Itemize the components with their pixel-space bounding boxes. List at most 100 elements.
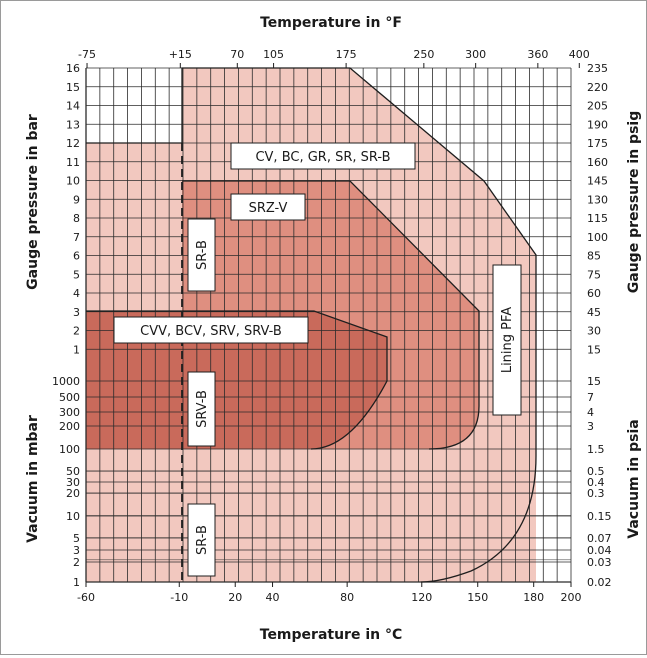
y-bar-tick-label: 12 [66,137,80,150]
left-axis-ticks: 1615141312111098765432110005003002001005… [52,62,80,589]
x-celsius-tick-label: -10 [170,591,188,604]
y-bar-tick-label: 3 [73,306,80,319]
x-celsius-tick-label: 20 [228,591,242,604]
y-psig-tick-label: 45 [587,306,601,319]
label-cvv-bcv-srv-srvb: CVV, BCV, SRV, SRV-B [113,316,309,344]
x-fahrenheit-tick-label: 400 [569,48,590,61]
x-celsius-tick-label: 150 [467,591,488,604]
svg-text:CVV, BCV, SRV, SRV-B: CVV, BCV, SRV, SRV-B [140,324,282,339]
outer-region-outline [86,67,537,583]
bottom-axis-ticks: -60 -10 20 40 80 120 150 180 200 [77,582,582,604]
y-psig-tick-label: 115 [587,212,608,225]
y-psia-tick-label: 3 [587,420,594,433]
y-mbar-tick-label: 2 [73,556,80,569]
y-psig-tick-label: 145 [587,175,608,188]
y-psig-tick-label: 60 [587,287,601,300]
y-bar-tick-label: 9 [73,193,80,206]
vacuum-outline [86,310,388,450]
y-bar-tick-label: 8 [73,212,80,225]
y-mbar-tick-label: 1000 [52,375,80,388]
y-psig-tick-label: 235 [587,62,608,75]
y-psia-tick-label: 0.5 [587,465,605,478]
svg-text:SR-B: SR-B [195,525,210,555]
y-psia-tick-label: 15 [587,375,601,388]
top-axis-title: Temperature in °F [260,15,402,31]
y-psia-tick-label: 0.3 [587,487,605,500]
y-psig-tick-label: 160 [587,156,608,169]
x-celsius-tick-label: 80 [340,591,354,604]
left-lower-axis-title: Vacuum in mbar [25,415,41,543]
y-psig-tick-label: 75 [587,268,601,281]
top-axis-ticks: -75 +15 70 105 175 250 300 360 400 [78,48,590,68]
y-psig-tick-label: 190 [587,118,608,131]
svg-text:SRZ-V: SRZ-V [249,201,288,216]
label-sr-b-lower: SR-B [187,503,216,577]
y-psig-tick-label: 205 [587,100,608,113]
x-celsius-tick-label: 40 [266,591,280,604]
y-mbar-tick-label: 500 [59,391,80,404]
svg-text:SRV-B: SRV-B [195,390,210,428]
y-psig-tick-label: 130 [587,193,608,206]
bottom-axis-title: Temperature in °C [260,627,403,643]
y-psia-tick-label: 0.04 [587,544,612,557]
label-srz-v: SRZ-V [230,193,306,221]
x-celsius-tick-label: 200 [561,591,582,604]
y-psia-tick-label: 0.02 [587,576,612,589]
y-psia-tick-label: 1.5 [587,443,605,456]
y-psig-tick-label: 220 [587,81,608,94]
y-psig-tick-label: 30 [587,325,601,338]
right-axis-ticks: 2352202051901751601451301151008575604530… [587,62,612,589]
right-upper-axis-title: Gauge pressure in psig [626,111,642,293]
x-celsius-tick-label: 120 [411,591,432,604]
y-bar-tick-label: 10 [66,175,80,188]
label-srv-b: SRV-B [187,371,216,447]
x-fahrenheit-tick-label: 360 [527,48,548,61]
y-psia-tick-label: 4 [587,406,594,419]
x-fahrenheit-tick-label: +15 [169,48,192,61]
y-mbar-tick-label: 200 [59,420,80,433]
y-bar-tick-label: 2 [73,325,80,338]
y-bar-tick-label: 11 [66,156,80,169]
svg-text:SR-B: SR-B [195,240,210,270]
x-celsius-tick-label: -60 [77,591,95,604]
y-psia-tick-label: 0.4 [587,476,605,489]
y-bar-tick-label: 6 [73,250,80,263]
y-mbar-tick-label: 3 [73,544,80,557]
y-psig-tick-label: 85 [587,250,601,263]
y-psig-tick-label: 175 [587,137,608,150]
x-fahrenheit-tick-label: 250 [413,48,434,61]
y-psia-tick-label: 0.03 [587,556,612,569]
vacuum-region [86,311,387,449]
svg-text:CV, BC, GR, SR, SR-B: CV, BC, GR, SR, SR-B [255,150,390,165]
y-bar-tick-label: 15 [66,81,80,94]
y-bar-tick-label: 16 [66,62,80,75]
label-cv-bc-gr-sr-srb: CV, BC, GR, SR, SR-B [230,142,416,170]
y-psig-tick-label: 100 [587,231,608,244]
y-mbar-tick-label: 20 [66,487,80,500]
y-bar-tick-label: 5 [73,268,80,281]
y-mbar-tick-label: 50 [66,465,80,478]
label-lining-pfa: Lining PFA [492,264,522,416]
y-mbar-tick-label: 5 [73,532,80,545]
srz-v-outline [182,180,480,450]
x-fahrenheit-tick-label: 300 [465,48,486,61]
y-psia-tick-label: 0.07 [587,532,612,545]
svg-text:Lining PFA: Lining PFA [500,307,515,373]
y-bar-tick-label: 7 [73,231,80,244]
y-mbar-tick-label: 30 [66,476,80,489]
y-mbar-tick-label: 10 [66,510,80,523]
left-upper-axis-title: Gauge pressure in bar [25,114,41,290]
y-mbar-tick-label: 1 [73,576,80,589]
y-psia-tick-label: 0.15 [587,510,612,523]
right-lower-axis-title: Vacuum in psia [626,419,642,538]
y-psia-tick-label: 7 [587,391,594,404]
x-celsius-tick-label: 180 [523,591,544,604]
x-fahrenheit-tick-label: 175 [336,48,357,61]
y-psig-tick-label: 15 [587,343,601,356]
y-bar-tick-label: 4 [73,287,80,300]
label-sr-b-upper: SR-B [187,218,216,292]
y-bar-tick-label: 13 [66,118,80,131]
y-mbar-tick-label: 100 [59,443,80,456]
